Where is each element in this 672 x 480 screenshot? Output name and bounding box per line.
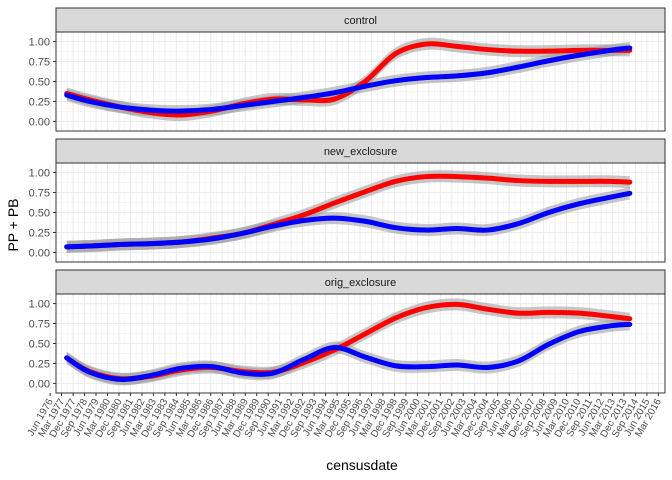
panel-border — [55, 162, 666, 263]
y-tick-label: 0.00 — [29, 247, 50, 259]
panel-border — [55, 31, 666, 132]
facet-strip-label: new_exclosure — [324, 146, 397, 158]
facet-panel-orig-exclosure: orig_exclosure 0.00 0.25 0.50 0.75 1.00 — [29, 269, 666, 394]
series-line-blue — [64, 45, 633, 114]
chart-panels: control0.000.250.500.751.00new_exclosure… — [29, 7, 666, 394]
y-tick-label: 0.50 — [29, 77, 50, 89]
x-axis-title: censusdate — [326, 457, 398, 473]
facet-strip — [55, 7, 666, 33]
y-tick-label: 1.00 — [29, 168, 50, 180]
facet-strip-label: control — [344, 15, 377, 27]
y-tick-label: 0.25 — [29, 96, 50, 108]
facet-strip-label: orig_exclosure — [325, 277, 397, 289]
facet-panel-new-exclosure: new_exclosure 0.00 0.25 0.50 0.75 1.00 — [29, 138, 666, 263]
y-tick-label: 0.50 — [29, 208, 50, 220]
y-tick-label: 0.75 — [29, 319, 50, 331]
y-tick-label: 1.00 — [29, 37, 50, 49]
series-line-blue — [64, 190, 633, 250]
y-tick-label: 0.75 — [29, 57, 50, 69]
y-tick-label: 0.00 — [29, 116, 50, 128]
y-tick-label: 0.25 — [29, 227, 50, 239]
y-tick-label: 0.00 — [29, 378, 50, 390]
y-tick-label: 0.25 — [29, 358, 50, 370]
y-tick-label: 0.75 — [29, 188, 50, 200]
y-axis-title: PP + PB — [5, 198, 21, 251]
y-tick-label: 1.00 — [29, 299, 50, 311]
facet-strip — [55, 138, 666, 164]
y-tick-label: 0.50 — [29, 339, 50, 351]
facet-panel-control: control 0.00 0.25 0.50 0.75 1.00 — [29, 7, 666, 132]
panel-border — [55, 293, 666, 394]
series-line-blue — [64, 321, 633, 382]
